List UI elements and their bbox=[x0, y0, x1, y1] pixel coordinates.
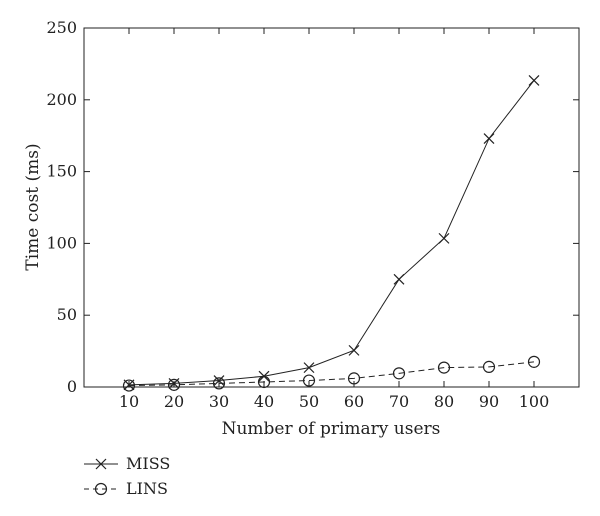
y-axis-label: Time cost (ms) bbox=[23, 143, 43, 270]
y-tick-label: 150 bbox=[46, 162, 77, 181]
data-point-lins bbox=[257, 375, 271, 389]
y-tick-label: 0 bbox=[67, 377, 77, 396]
data-point-lins bbox=[437, 361, 451, 374]
series-layer bbox=[122, 74, 541, 392]
x-tick-label: 60 bbox=[344, 392, 364, 411]
x-axis: 10 20 30 40 50 60 70 80 90 100 bbox=[119, 28, 549, 411]
legend-label-miss: MISS bbox=[126, 454, 170, 473]
y-tick-label: 100 bbox=[46, 233, 77, 252]
legend-label-lins: LINS bbox=[126, 479, 168, 498]
x-axis-label: Number of primary users bbox=[222, 419, 441, 439]
x-tick-label: 70 bbox=[389, 392, 409, 411]
x-tick-label: 90 bbox=[479, 392, 499, 411]
data-point-miss bbox=[348, 344, 360, 356]
y-axis: 0 50 100 150 200 250 bbox=[46, 18, 579, 396]
series-line-lins bbox=[128, 361, 535, 387]
x-tick-label: 20 bbox=[164, 392, 184, 411]
plot-frame bbox=[83, 27, 580, 388]
y-tick-label: 250 bbox=[46, 18, 77, 37]
data-point-miss bbox=[393, 273, 405, 285]
y-tick-label: 50 bbox=[57, 305, 77, 324]
x-tick-label: 80 bbox=[434, 392, 454, 411]
data-point-miss bbox=[483, 133, 495, 144]
data-point-lins bbox=[167, 378, 181, 391]
data-point-lins bbox=[212, 377, 226, 390]
x-tick-label: 50 bbox=[299, 392, 319, 411]
x-tick-label: 30 bbox=[209, 392, 229, 411]
data-point-miss bbox=[213, 375, 225, 386]
y-tick-label: 200 bbox=[46, 90, 77, 109]
data-point-lins bbox=[392, 367, 406, 380]
data-point-lins bbox=[122, 379, 136, 392]
legend: MISS LINS bbox=[84, 454, 170, 498]
data-point-miss bbox=[528, 74, 540, 86]
data-point-lins bbox=[527, 355, 541, 368]
legend-marker-lins bbox=[94, 482, 108, 496]
series-line-miss bbox=[128, 80, 535, 386]
data-point-miss bbox=[438, 232, 450, 244]
x-tick-label: 40 bbox=[254, 392, 274, 411]
data-point-miss bbox=[303, 362, 315, 374]
data-point-lins bbox=[482, 360, 496, 373]
x-tick-label: 100 bbox=[519, 392, 550, 411]
legend-marker-miss bbox=[95, 458, 107, 470]
data-point-lins bbox=[302, 374, 316, 387]
data-point-lins bbox=[347, 372, 361, 385]
x-tick-label: 10 bbox=[119, 392, 139, 411]
